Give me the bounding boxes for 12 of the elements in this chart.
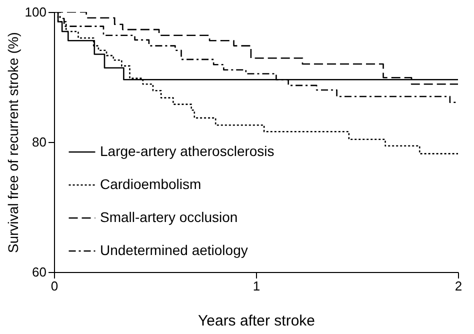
legend-label: Cardioembolism xyxy=(100,176,202,192)
legend-label: Undetermined aetiology xyxy=(100,242,248,258)
x-tick-label: 0 xyxy=(50,278,58,294)
y-tick-label: 80 xyxy=(32,134,46,150)
x-axis-title: Years after stroke xyxy=(198,312,316,330)
legend-label: Small-artery occlusion xyxy=(100,209,238,225)
y-tick-label: 60 xyxy=(32,264,46,280)
x-tick-label: 1 xyxy=(252,278,260,294)
x-tick-label: 2 xyxy=(454,278,462,294)
y-axis-title: Survival free of recurrent stroke (%) xyxy=(4,32,21,253)
y-tick-label: 100 xyxy=(24,4,46,20)
legend-label: Large-artery atherosclerosis xyxy=(100,143,274,159)
